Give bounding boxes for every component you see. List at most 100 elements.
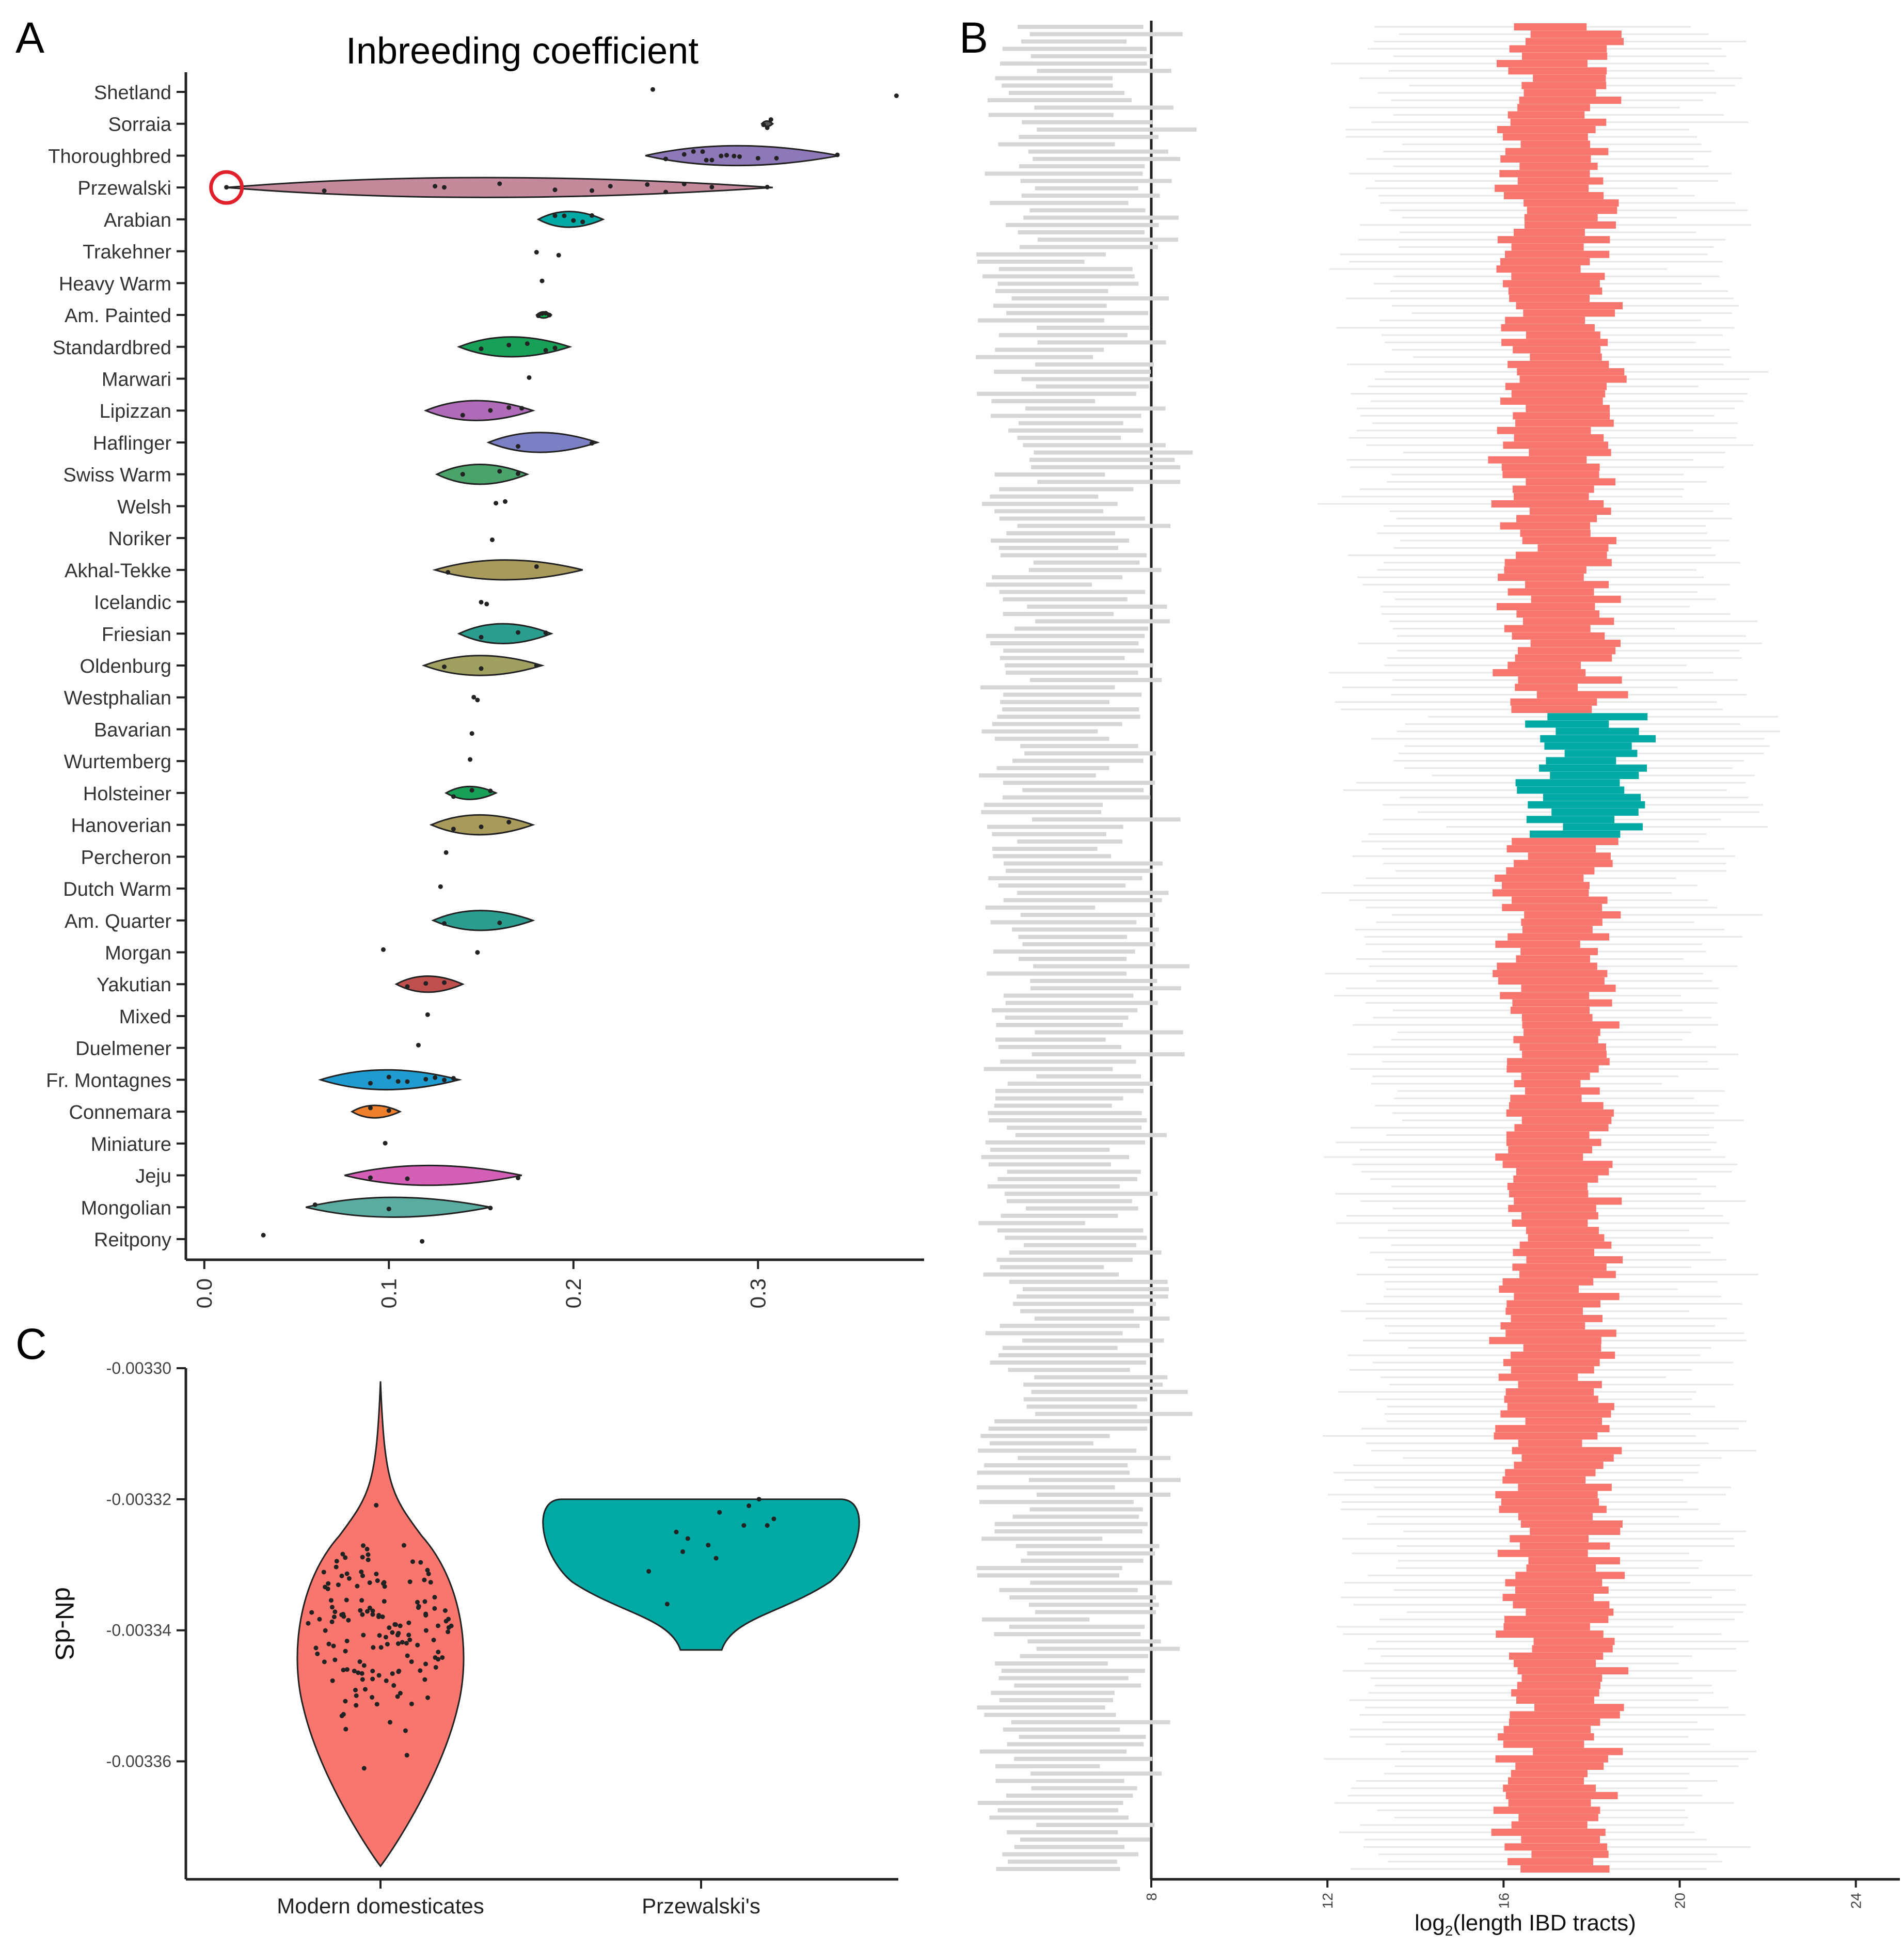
data-point xyxy=(418,1560,423,1565)
data-point xyxy=(425,1695,431,1700)
sample-label-blur xyxy=(1002,795,1151,800)
ibd-box xyxy=(1508,287,1602,295)
sample-label-blur xyxy=(987,825,1123,829)
sample-label-blur xyxy=(991,1690,1115,1695)
sample-label-blur xyxy=(995,1037,1106,1042)
ibd-box xyxy=(1507,1403,1614,1411)
data-point xyxy=(359,1598,364,1603)
x-tick-label: 16 xyxy=(1496,1893,1512,1909)
ibd-box xyxy=(1502,882,1590,890)
sample-label-blur xyxy=(977,1470,1130,1475)
sample-label-blur xyxy=(987,971,1127,976)
data-point xyxy=(409,1701,414,1706)
ibd-box xyxy=(1521,1014,1593,1022)
ibd-box xyxy=(1522,1051,1607,1058)
sample-label-blur xyxy=(1026,1206,1138,1211)
data-point xyxy=(608,184,613,189)
ibd-box xyxy=(1514,1080,1581,1087)
sample-label-blur xyxy=(976,355,1093,359)
data-point xyxy=(370,1612,375,1617)
ibd-box xyxy=(1516,610,1600,618)
data-point xyxy=(261,1232,266,1238)
sample-label-blur xyxy=(995,1096,1123,1101)
sample-label-blur xyxy=(995,1764,1100,1768)
data-point xyxy=(381,947,386,952)
data-point xyxy=(359,1570,364,1575)
ibd-box xyxy=(1494,1432,1598,1440)
data-point xyxy=(422,1599,427,1604)
data-point xyxy=(534,663,539,668)
data-point xyxy=(443,850,449,855)
data-point xyxy=(543,348,548,353)
ibd-box xyxy=(1506,1065,1599,1073)
sample-label-blur xyxy=(986,582,1092,587)
sample-label-blur xyxy=(1022,120,1153,124)
ibd-box xyxy=(1497,126,1596,134)
data-point xyxy=(534,250,539,255)
sample-label-blur xyxy=(992,722,1122,726)
sample-label-blur xyxy=(992,1008,1138,1012)
sample-label-blur xyxy=(991,414,1141,418)
category-label: Haflinger xyxy=(93,433,171,454)
data-point xyxy=(835,152,840,157)
ibd-box xyxy=(1533,74,1606,82)
data-point xyxy=(364,1546,370,1551)
data-point xyxy=(361,1663,367,1668)
sample-label-blur xyxy=(1001,1669,1145,1673)
ibd-box xyxy=(1500,992,1590,1000)
sample-label-blur xyxy=(978,318,1104,323)
sample-label-blur xyxy=(976,1566,1122,1571)
sample-label-blur xyxy=(1014,1756,1152,1761)
data-point xyxy=(396,1669,401,1674)
data-point xyxy=(422,1677,427,1682)
sample-label-blur xyxy=(978,1221,1085,1226)
sample-label-blur xyxy=(1033,156,1181,161)
ibd-box xyxy=(1519,1043,1606,1051)
data-point xyxy=(428,1580,433,1585)
ibd-box xyxy=(1509,45,1607,53)
sample-label-blur xyxy=(1029,208,1146,213)
data-point xyxy=(475,698,480,703)
data-point xyxy=(706,1543,711,1548)
ibd-box xyxy=(1515,1586,1609,1594)
sample-label-blur xyxy=(1008,428,1144,433)
sample-label-blur xyxy=(1019,135,1159,139)
data-point xyxy=(451,1075,456,1081)
data-point xyxy=(322,1659,327,1665)
y-tick-label: -0.00332 xyxy=(106,1490,171,1509)
ibd-box xyxy=(1519,163,1598,170)
ibd-box xyxy=(1524,221,1616,229)
sample-label-blur xyxy=(979,1500,1134,1504)
sample-label-blur xyxy=(999,487,1134,492)
sample-label-blur xyxy=(977,1573,1119,1578)
sample-label-blur xyxy=(1006,670,1138,675)
data-point xyxy=(525,341,530,346)
data-point xyxy=(392,1622,398,1627)
x-tick-label: 8 xyxy=(1144,1893,1160,1901)
data-point xyxy=(663,156,668,162)
data-point xyxy=(479,599,484,605)
sample-label-blur xyxy=(983,1067,1113,1071)
sample-label-blur xyxy=(1003,861,1163,866)
data-point xyxy=(334,1564,339,1570)
ibd-box xyxy=(1500,258,1590,265)
violin-shape xyxy=(318,1069,463,1091)
ibd-box xyxy=(1515,1572,1625,1579)
sample-label-blur xyxy=(999,1588,1138,1592)
data-point xyxy=(383,1635,388,1640)
ibd-box xyxy=(1525,581,1609,589)
data-point xyxy=(737,154,742,159)
data-point xyxy=(420,1239,425,1244)
ibd-box xyxy=(1493,669,1586,676)
ibd-box xyxy=(1515,419,1614,427)
ibd-box xyxy=(1543,794,1641,801)
data-point xyxy=(543,311,548,316)
sample-label-blur xyxy=(1012,927,1159,932)
sample-label-blur xyxy=(1017,839,1122,844)
ibd-box xyxy=(1505,316,1585,324)
sample-label-blur xyxy=(1005,1016,1129,1020)
data-point xyxy=(224,185,229,190)
data-point xyxy=(497,469,502,474)
ibd-box xyxy=(1530,1528,1621,1535)
sample-label-blur xyxy=(977,259,1085,264)
